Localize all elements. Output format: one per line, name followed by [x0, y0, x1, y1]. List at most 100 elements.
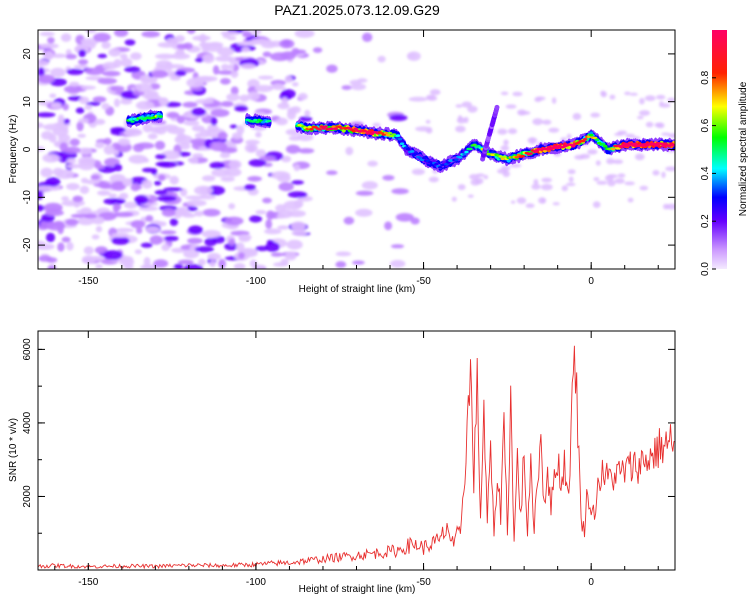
- noise-blob: [157, 42, 177, 48]
- noise-blob: [158, 97, 169, 106]
- noise-blob: [38, 204, 45, 212]
- noise-blob: [220, 78, 231, 85]
- noise-blob: [266, 210, 275, 220]
- signal-cell: [514, 155, 519, 159]
- noise-blob: [244, 143, 258, 153]
- noise-blob: [411, 168, 425, 175]
- noise-blob: [46, 221, 66, 231]
- noise-blob: [62, 103, 69, 111]
- noise-blob: [194, 246, 214, 253]
- noise-blob: [174, 50, 185, 56]
- noise-blob: [341, 85, 352, 90]
- noise-blob: [247, 79, 260, 89]
- noise-blob: [111, 232, 129, 238]
- noise-blob: [234, 105, 249, 112]
- noise-blob: [76, 121, 84, 132]
- noise-blob: [72, 195, 84, 203]
- noise-blobs: [38, 30, 675, 269]
- noise-blob: [91, 234, 100, 240]
- signal-cell: [387, 131, 393, 135]
- noise-blob: [191, 107, 206, 116]
- noise-blob: [52, 167, 64, 176]
- signal-track-layer: [126, 114, 675, 169]
- colorbar-axis: 0.0 0.2 0.4 0.6 0.8: [700, 70, 716, 276]
- signal-cell: [661, 144, 666, 148]
- signal-cell: [267, 119, 272, 123]
- noise-blob: [505, 104, 517, 109]
- noise-blob: [596, 180, 608, 185]
- noise-blob: [426, 128, 433, 134]
- snr-panel: -150 -100 -50 0 2000 4000 6000 Height of strai…: [8, 330, 676, 595]
- signal-cell: [255, 120, 260, 124]
- signal-cell: [667, 144, 672, 147]
- signal-cell: [414, 152, 419, 155]
- noise-blob: [38, 59, 50, 67]
- noise-blob: [161, 243, 170, 251]
- noise-blob: [277, 225, 290, 230]
- noise-blob: [293, 164, 300, 172]
- noise-blob: [132, 90, 145, 96]
- noise-blob: [50, 53, 67, 58]
- noise-blob: [130, 220, 146, 229]
- noise-blob: [258, 75, 274, 80]
- noise-blob: [540, 183, 553, 191]
- noise-blob: [112, 203, 120, 213]
- noise-blob: [255, 149, 266, 158]
- noise-blob: [117, 138, 131, 146]
- noise-blob: [335, 251, 352, 257]
- noise-blob: [568, 176, 574, 183]
- noise-blob: [97, 77, 117, 85]
- noise-blob: [110, 85, 125, 92]
- noise-blob: [69, 81, 80, 87]
- noise-blob: [220, 101, 234, 107]
- signal-cell: [323, 125, 328, 128]
- x-tick-label: -50: [416, 276, 431, 287]
- noise-blob: [64, 146, 81, 154]
- signal-cell: [395, 134, 401, 137]
- noise-blob: [154, 190, 168, 195]
- noise-blob: [201, 230, 221, 238]
- signal-cell: [458, 156, 463, 159]
- noise-blob: [220, 63, 230, 71]
- noise-blob: [343, 216, 355, 225]
- noise-blob: [291, 82, 299, 87]
- noise-blob: [287, 191, 307, 198]
- noise-blob: [532, 118, 544, 126]
- noise-blob: [372, 122, 381, 128]
- noise-blob: [668, 133, 675, 139]
- noise-blob: [255, 131, 262, 138]
- noise-blob: [153, 259, 169, 268]
- noise-blob: [531, 183, 541, 190]
- noise-blob: [78, 59, 89, 65]
- signal-cell: [611, 147, 616, 151]
- noise-blob: [90, 174, 100, 180]
- noise-blob: [102, 70, 121, 77]
- signal-cell: [253, 118, 258, 122]
- noise-blob: [194, 99, 214, 105]
- noise-blob: [207, 252, 221, 261]
- noise-blob: [169, 218, 179, 226]
- spectrogram-xlabel: Height of straight line (km): [299, 284, 416, 295]
- signal-cell: [363, 130, 369, 133]
- noise-blob: [262, 51, 272, 58]
- noise-blob: [140, 242, 153, 248]
- noise-blob: [218, 258, 227, 269]
- noise-blob: [624, 181, 635, 186]
- signal-cell: [454, 158, 459, 162]
- noise-blob: [120, 53, 128, 60]
- noise-blob: [219, 152, 231, 159]
- noise-blob: [254, 85, 273, 93]
- noise-blob: [65, 218, 79, 226]
- noise-blob: [156, 195, 177, 202]
- noise-blob: [38, 112, 56, 118]
- noise-blob: [288, 135, 302, 141]
- snr-line: [38, 345, 675, 570]
- noise-blob: [135, 100, 155, 110]
- noise-blob: [384, 221, 393, 231]
- noise-blob: [122, 178, 133, 187]
- noise-blob: [612, 159, 624, 164]
- noise-blob: [75, 209, 92, 214]
- noise-blob: [128, 154, 148, 164]
- noise-blob: [590, 112, 601, 118]
- noise-blob: [187, 206, 198, 212]
